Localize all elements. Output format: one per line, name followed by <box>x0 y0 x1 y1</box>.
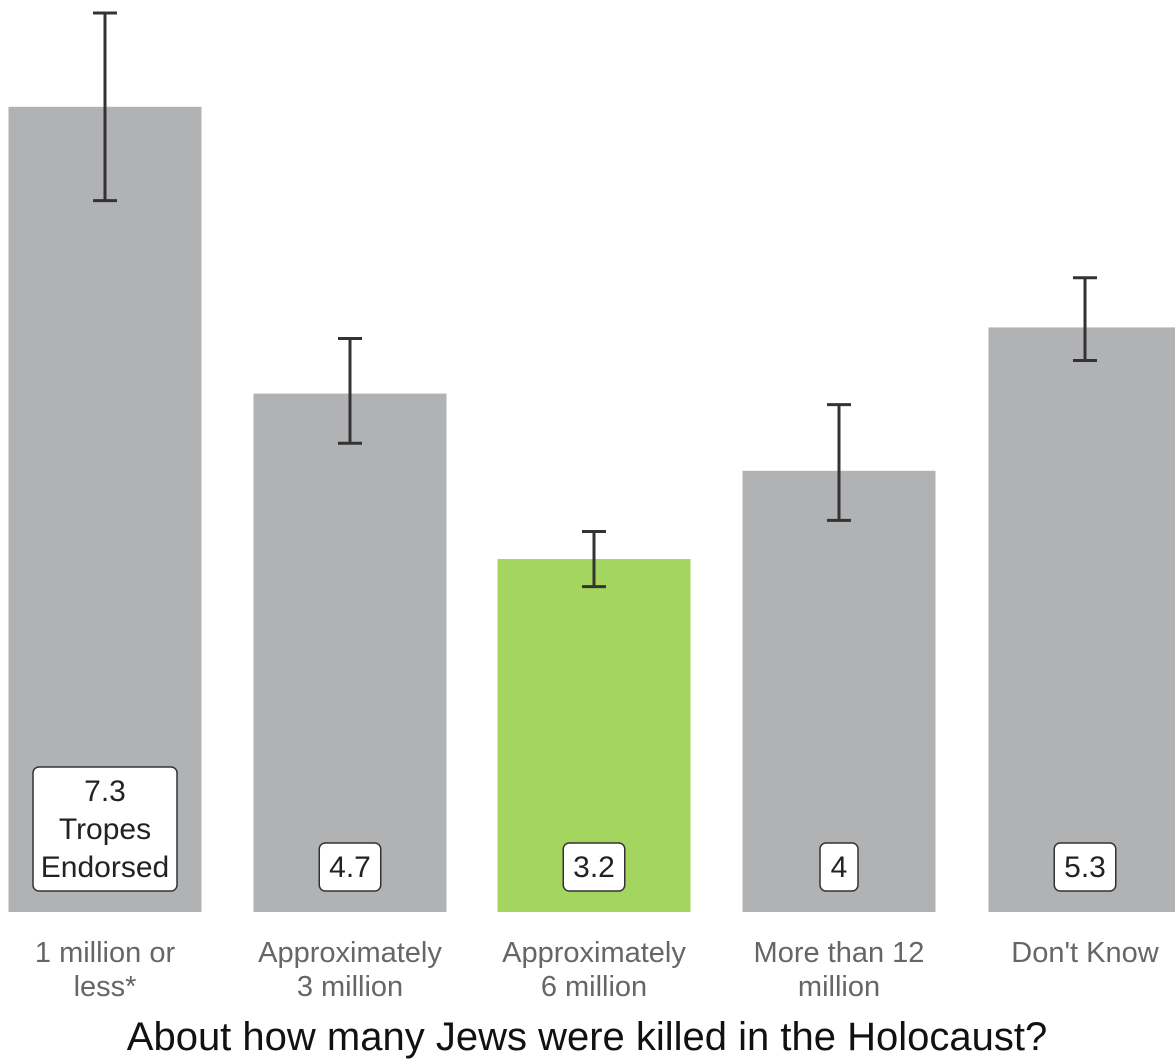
error-bar-2 <box>582 529 606 589</box>
value-labels: 7.3 Tropes Endorsed 4.7 3.2 4 5.3 <box>32 766 1117 892</box>
category-label-text: Approximately <box>502 937 686 969</box>
error-bar-3 <box>827 403 851 522</box>
value-label-text: 4.7 <box>329 851 371 884</box>
value-label-4: 5.3 <box>1053 842 1117 892</box>
error-bar-4 <box>1073 276 1097 362</box>
value-label-text: 4 <box>831 851 848 884</box>
value-label-text: Endorsed <box>41 851 169 884</box>
category-label-text: million <box>798 971 880 1003</box>
bars <box>8 106 1175 913</box>
value-label-text: 3.2 <box>573 851 615 884</box>
value-label-text: Tropes <box>59 813 151 846</box>
category-label-text: Don't Know <box>1011 937 1159 969</box>
error-bars <box>93 11 1097 589</box>
category-label-text: 3 million <box>297 971 403 1003</box>
value-label-text: 7.3 <box>84 775 126 808</box>
value-label-1: 4.7 <box>318 842 382 892</box>
category-label-text: 6 million <box>541 971 647 1003</box>
category-label-4: Don't Know <box>1011 937 1159 969</box>
category-label-text: More than 12 <box>754 937 925 969</box>
error-bar-0 <box>93 11 117 203</box>
value-label-0: 7.3 Tropes Endorsed <box>32 766 178 892</box>
value-label-2: 3.2 <box>562 842 626 892</box>
category-label-text: 1 million or <box>35 937 176 969</box>
bar-3 <box>742 470 936 912</box>
value-label-text: 5.3 <box>1064 851 1106 884</box>
bar-4 <box>988 327 1175 912</box>
category-label-text: less* <box>74 971 137 1003</box>
value-label-3: 4 <box>819 842 859 892</box>
bar-1 <box>253 393 447 913</box>
error-bar-1 <box>338 336 362 445</box>
category-label-text: Approximately <box>258 937 442 969</box>
x-axis-title: About how many Jews were killed in the H… <box>127 1015 1047 1059</box>
